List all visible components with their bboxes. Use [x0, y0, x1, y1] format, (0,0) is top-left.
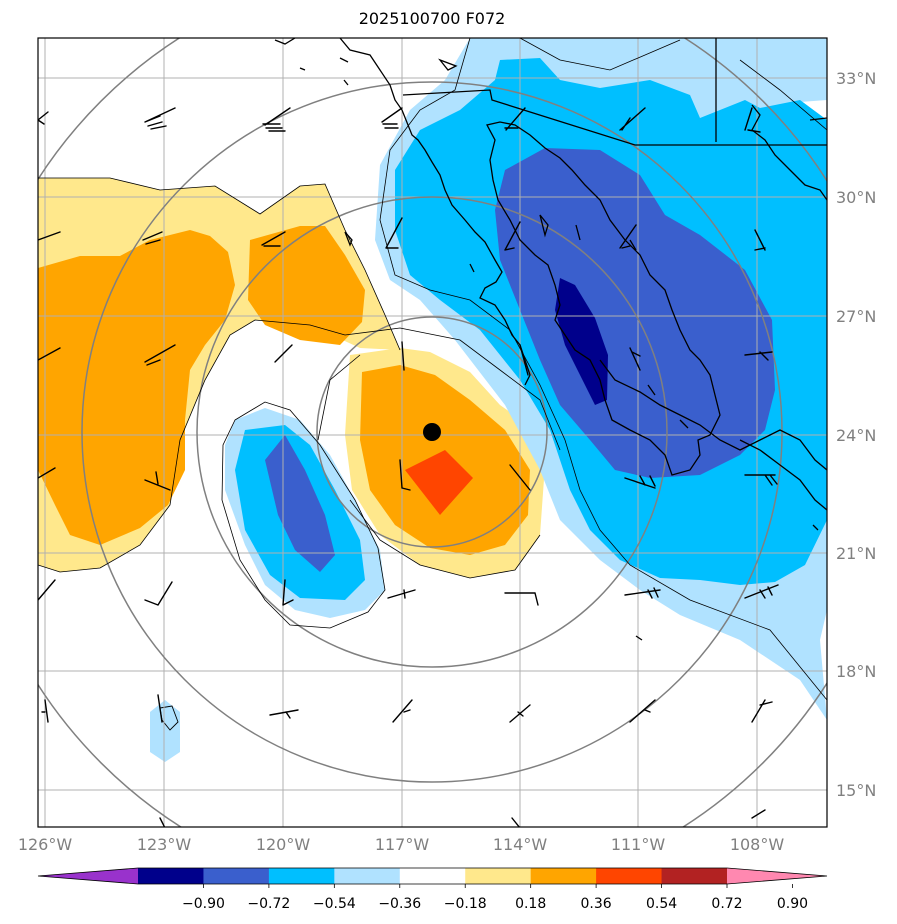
colorbar-extend-low	[38, 868, 138, 884]
colorbar: −0.90 −0.72 −0.54 −0.36 −0.18 0.18 0.36 0.54 0.7…	[37, 867, 828, 912]
lat-label: 27°N	[836, 307, 876, 326]
colorbar-tick-label: 0.90	[777, 896, 808, 912]
lat-label: 21°N	[836, 544, 876, 563]
colorbar-swatch	[465, 868, 532, 884]
colorbar-extend-high	[727, 868, 827, 884]
colorbar-swatch	[138, 868, 204, 884]
map-title: 2025100700 F072	[358, 9, 506, 28]
lon-label: 123°W	[137, 835, 192, 854]
colorbar-tick-label: −0.36	[378, 896, 421, 912]
colorbar-swatch	[334, 868, 401, 884]
positive-anomaly-peak	[405, 450, 473, 515]
colorbar-swatch	[596, 868, 663, 884]
positive-anomaly-west	[38, 230, 235, 545]
colorbar-swatch	[399, 868, 466, 884]
colorbar-outline	[37, 867, 828, 885]
coastlines	[274, 38, 827, 641]
lon-label: 126°W	[18, 835, 73, 854]
colorbar-tick-label: −0.72	[247, 896, 290, 912]
colorbar-swatch	[661, 868, 728, 884]
colorbar-swatch	[203, 868, 270, 884]
lon-label: 111°W	[611, 835, 666, 854]
longitude-labels: 126°W 123°W 120°W 117°W 114°W 111°W 108°…	[18, 835, 785, 854]
lat-label: 15°N	[836, 781, 876, 800]
negative-anomaly-small	[150, 700, 180, 762]
colorbar-tick-label: −0.54	[313, 896, 356, 912]
lat-label: 24°N	[836, 426, 876, 445]
map-panel	[38, 38, 827, 827]
colorbar-swatch	[530, 868, 597, 884]
lon-label: 114°W	[493, 835, 548, 854]
colorbar-tick-label: −0.18	[444, 896, 487, 912]
range-rings	[38, 38, 827, 827]
colorbar-tick-label: 0.36	[581, 896, 612, 912]
colorbar-tick-label: −0.90	[182, 896, 225, 912]
colorbar-tick-label: 0.18	[515, 896, 546, 912]
lon-label: 120°W	[256, 835, 311, 854]
latitude-labels: 33°N 30°N 27°N 24°N 21°N 18°N 15°N	[836, 69, 876, 800]
wind-barbs	[38, 107, 779, 827]
lat-label: 18°N	[836, 662, 876, 681]
lat-label: 30°N	[836, 188, 876, 207]
lon-label: 108°W	[730, 835, 785, 854]
lon-label: 117°W	[375, 835, 430, 854]
lat-label: 33°N	[836, 69, 876, 88]
map-frame	[37, 37, 828, 828]
colorbar-tick-label: 0.72	[711, 896, 742, 912]
storm-center-marker	[423, 423, 441, 441]
negative-anomaly-east-strong	[555, 278, 608, 405]
colorbar-swatch	[268, 868, 335, 884]
colorbar-tick-label: 0.54	[646, 896, 677, 912]
